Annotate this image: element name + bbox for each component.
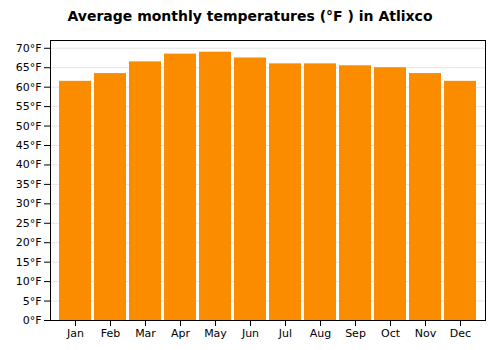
svg-text:15°F: 15°F [16,256,42,269]
svg-text:10°F: 10°F [16,275,42,288]
svg-text:40°F: 40°F [16,158,42,171]
svg-text:5°F: 5°F [23,295,42,308]
html-text:Average monthly temperatures (: Average monthly temperatures (°F ) in At… [67,8,433,24]
svg-text:Oct: Oct [381,327,401,340]
svg-text:50°F: 50°F [16,120,42,133]
svg-text:65°F: 65°F [16,61,42,74]
svg-text:Sep: Sep [345,327,366,340]
svg-text:20°F: 20°F [16,236,42,249]
svg-text:30°F: 30°F [16,197,42,210]
svg-text:Jul: Jul [278,327,292,340]
svg-text:70°F: 70°F [16,42,42,55]
svg-text:Jan: Jan [66,327,84,340]
svg-text:25°F: 25°F [16,217,42,230]
svg-text:60°F: 60°F [16,81,42,94]
svg-text:Aug: Aug [310,327,331,340]
svg-text:Apr: Apr [171,327,191,340]
svg-text:Jun: Jun [241,327,259,340]
svg-text:Feb: Feb [101,327,120,340]
svg-text:Mar: Mar [135,327,156,340]
svg-text:0°F: 0°F [23,314,42,327]
svg-text:35°F: 35°F [16,178,42,191]
svg-text:May: May [204,327,227,340]
svg-text:Nov: Nov [415,327,437,340]
svg-text:55°F: 55°F [16,100,42,113]
svg-text:45°F: 45°F [16,139,42,152]
svg-text:Dec: Dec [450,327,471,340]
